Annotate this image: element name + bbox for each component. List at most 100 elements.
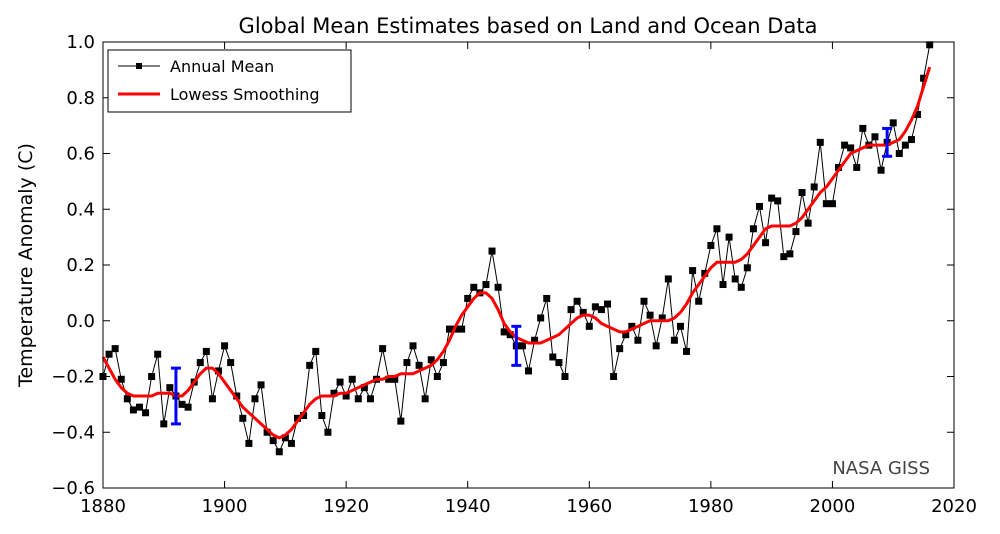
annual-mean-point [792,228,800,236]
y-tick-label: −0.6 [51,478,95,499]
y-tick-label: 1.0 [66,32,95,53]
annual-mean-point [683,347,691,355]
annual-mean-point [269,437,277,445]
annual-mean-point [628,322,636,330]
annual-mean-point [719,281,727,289]
annual-mean-point [275,448,283,456]
annual-mean-point [111,345,119,353]
annual-mean-point [707,241,715,249]
annual-mean-point [160,420,168,428]
annual-mean-point [518,342,526,350]
annual-mean-point [354,395,362,403]
y-tick-label: 0.6 [66,144,95,165]
annual-mean-point [148,373,156,380]
annual-mean-point [543,294,551,302]
annual-mean-point [622,331,630,339]
annual-mean-point [397,417,405,425]
annual-mean-point [591,303,599,311]
annual-mean-point [561,373,569,380]
annual-mean-point [129,406,137,414]
annual-mean-point [597,306,605,314]
annual-mean-point [737,283,745,291]
x-tick-label: 1960 [566,496,612,517]
y-tick-label: 0.8 [66,88,95,109]
annual-mean-point [360,384,368,392]
annual-mean-point [287,439,295,447]
annual-mean-point [695,297,703,305]
annual-mean-point [786,250,794,258]
legend-lowess-label: Lowess Smoothing [170,85,320,104]
annual-mean-point [610,373,618,380]
annual-mean-point [342,392,350,400]
annual-mean-point [117,375,125,383]
annual-mean-point [920,74,928,82]
annual-mean-point [780,253,788,261]
legend-annual-mean-marker [136,63,142,69]
y-tick-label: −0.4 [51,422,95,443]
annual-mean-point [470,283,478,291]
annual-mean-point [755,202,763,210]
annual-mean-point [804,219,812,227]
annual-mean-point [312,347,320,355]
annual-mean-point [385,375,393,383]
annual-mean-point [281,434,289,442]
annual-mean-point [531,336,539,344]
annual-mean-point [202,347,210,355]
annual-mean-point [676,322,684,330]
annual-mean-point [294,414,302,422]
annual-mean-point [196,359,204,367]
annual-mean-point [105,350,113,358]
annual-mean-point [689,267,697,275]
annual-mean-point [214,367,222,375]
legend-box [107,49,352,113]
annual-mean-point [895,150,903,157]
annual-mean-point [439,359,447,367]
annual-mean-point [670,336,678,344]
annual-mean-point [652,342,660,350]
annual-mean-point [810,183,818,191]
x-tick-label: 1920 [323,496,369,517]
annual-mean-point [907,136,915,144]
annual-mean-point [318,412,326,420]
annual-mean-point [488,247,496,255]
annual-mean-point [184,403,192,411]
annual-mean-point [774,197,782,205]
annual-mean-point [658,314,666,322]
nasa-giss-annotation: NASA GISS [832,458,930,479]
annual-mean-point [348,375,356,383]
annual-mean-point [828,200,836,208]
annual-mean-point [366,395,374,403]
annual-mean-point [221,342,229,350]
annual-mean-point [415,361,423,369]
annual-mean-point [640,297,648,305]
annual-mean-point [135,403,143,411]
annual-mean-point [889,119,897,127]
annual-mean-point [841,141,849,149]
annual-mean-point [549,353,557,361]
y-tick-label: −0.2 [51,367,95,388]
annual-mean-point [853,163,861,171]
lowess-smoothing-line [101,66,932,440]
uncertainty-error-bar [511,324,522,367]
annual-mean-point [336,378,344,386]
annual-mean-point [227,359,235,367]
y-axis-label: Temperature Anomaly (C) [15,143,37,388]
annual-mean-point [324,428,332,436]
uncertainty-error-bar [882,126,893,158]
annual-mean-point [458,325,466,333]
annual-mean-point [142,409,150,417]
annual-mean-point [555,359,563,367]
annual-mean-point [427,356,435,364]
legend-annual-mean-label: Annual Mean [170,57,274,76]
annual-mean-point [482,281,490,289]
annual-mean-point [330,389,338,397]
annual-mean-point [506,331,514,339]
annual-mean-point [306,361,314,369]
annual-mean-point [579,308,587,316]
annual-mean-point [245,439,253,447]
annual-mean-point [494,283,502,291]
annual-mean-point [871,133,879,141]
annual-mean-point [762,239,770,247]
annual-mean-point [646,311,654,319]
